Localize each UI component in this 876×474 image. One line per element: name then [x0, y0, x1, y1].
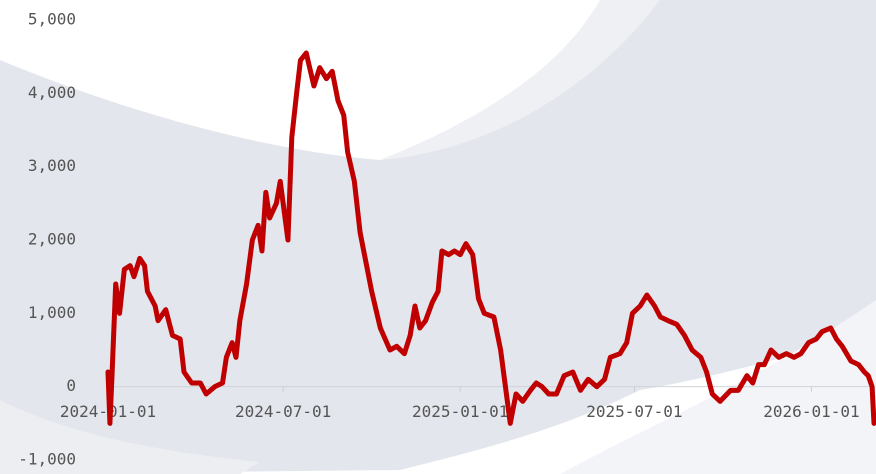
y-tick-label: 1,000 — [28, 303, 76, 322]
y-tick-label: 4,000 — [28, 83, 76, 102]
y-tick-label: 5,000 — [28, 10, 76, 29]
y-tick-label: 2,000 — [28, 230, 76, 249]
y-tick-label: 3,000 — [28, 156, 76, 175]
y-tick-label: -1,000 — [18, 450, 76, 469]
y-tick-label: 0 — [66, 376, 76, 395]
x-tick-label: 2025-07-01 — [586, 402, 682, 421]
x-tick-label: 2024-07-01 — [235, 402, 331, 421]
data-line — [105, 50, 876, 426]
x-tick-label: 2026-01-01 — [763, 402, 859, 421]
x-tick-label: 2025-01-01 — [412, 402, 508, 421]
